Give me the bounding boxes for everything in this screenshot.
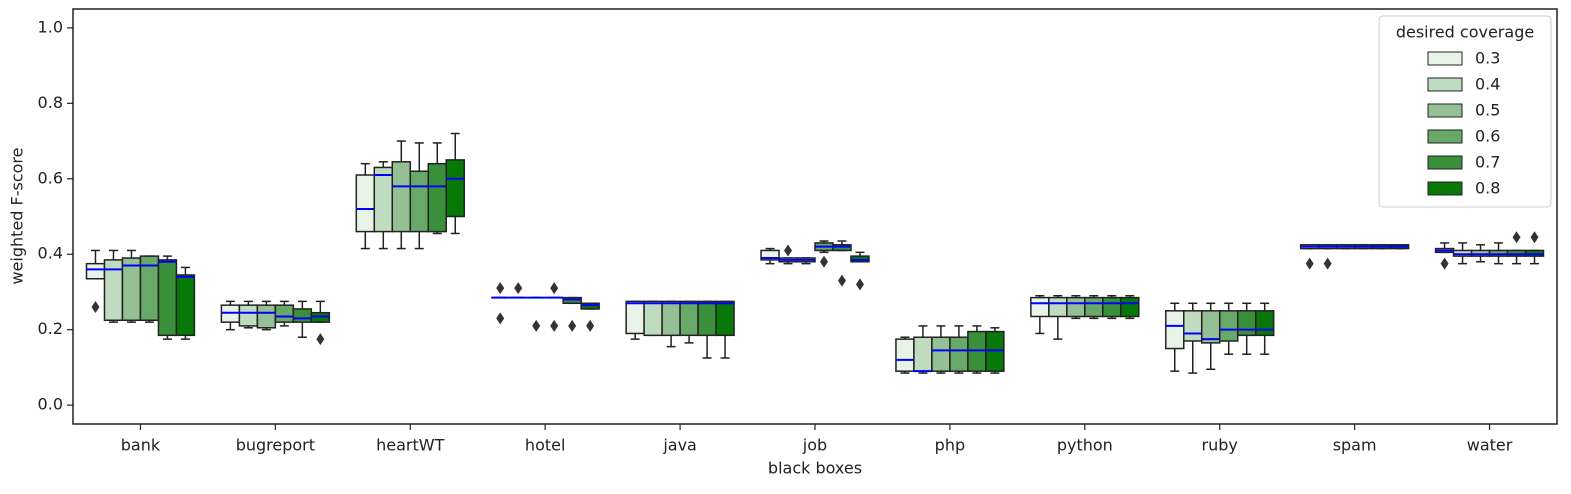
y-tick-label: 0.4 [38, 244, 63, 263]
box [1120, 296, 1140, 318]
box [409, 170, 430, 233]
flier [568, 319, 577, 332]
box [355, 174, 376, 233]
legend-swatch [1427, 103, 1463, 118]
box [391, 161, 412, 233]
flier [91, 301, 100, 314]
box [274, 304, 295, 323]
legend-label: 0.7 [1475, 153, 1500, 172]
box [256, 304, 277, 329]
x-tick-label: heartWT [376, 436, 444, 455]
y-tick-label: 0.8 [38, 93, 63, 112]
box [715, 300, 735, 337]
box [913, 336, 933, 372]
box [238, 304, 259, 327]
box [427, 162, 447, 233]
x-axis-label: black boxes [768, 459, 862, 478]
box [1084, 296, 1104, 318]
box [1218, 310, 1239, 342]
legend-swatch [1427, 155, 1463, 170]
x-tick-label: ruby [1202, 436, 1238, 455]
box [931, 336, 951, 372]
box [445, 159, 465, 218]
flier [586, 319, 595, 332]
legend-label: 0.3 [1475, 49, 1500, 68]
box [1165, 310, 1185, 350]
box [760, 249, 780, 261]
legend-swatch [1427, 129, 1463, 144]
flier [1440, 257, 1449, 270]
box [1183, 310, 1203, 342]
y-axis-label: weighted F-score [8, 148, 27, 285]
flier [496, 282, 505, 295]
x-tick-label: hotel [525, 436, 566, 455]
x-tick-label: java [662, 436, 697, 455]
flier [1530, 231, 1539, 244]
x-tick-label: bugreport [236, 436, 315, 455]
box [292, 308, 313, 323]
flier [837, 274, 846, 287]
flier [532, 319, 541, 332]
flier [550, 282, 559, 295]
box [1102, 296, 1122, 318]
flier [784, 244, 793, 257]
flier [1323, 257, 1332, 270]
box [625, 300, 645, 335]
box [373, 166, 394, 233]
box [697, 300, 717, 337]
legend-label: 0.6 [1475, 127, 1500, 146]
legend-label: 0.4 [1475, 75, 1500, 94]
box [121, 257, 142, 321]
flier [496, 312, 505, 325]
flier [514, 282, 523, 295]
box [1236, 310, 1257, 337]
x-tick-label: job [802, 436, 827, 455]
box [157, 259, 178, 337]
box [85, 262, 106, 280]
box [1030, 296, 1050, 318]
y-tick-label: 0.6 [38, 168, 63, 187]
legend-swatch [1427, 77, 1463, 92]
x-tick-label: bank [121, 436, 161, 455]
flier [1512, 231, 1521, 244]
box [1254, 310, 1275, 337]
x-tick-label: spam [1333, 436, 1377, 455]
box [895, 338, 915, 372]
box [1048, 296, 1068, 318]
flier [819, 255, 828, 268]
y-tick-label: 0.2 [38, 319, 63, 338]
box [175, 274, 196, 337]
box [679, 300, 699, 337]
box [661, 300, 681, 337]
x-tick-label: php [935, 436, 965, 455]
flier [316, 333, 325, 346]
legend-swatch [1427, 181, 1463, 196]
legend-swatch [1427, 51, 1463, 66]
x-tick-label: water [1467, 436, 1513, 455]
flier [855, 278, 864, 291]
y-tick-label: 0.0 [38, 395, 63, 414]
legend-title: desired coverage [1396, 23, 1534, 42]
box [1066, 296, 1086, 318]
plot-frame [72, 8, 1558, 425]
legend-frame [1378, 15, 1552, 208]
legend-label: 0.5 [1475, 101, 1500, 120]
y-tick-label: 1.0 [38, 17, 63, 36]
box [949, 336, 969, 372]
legend-label: 0.8 [1475, 179, 1500, 198]
x-tick-label: python [1057, 436, 1113, 455]
flier [550, 319, 559, 332]
box [1200, 310, 1221, 344]
box [643, 300, 663, 337]
flier [1305, 257, 1314, 270]
